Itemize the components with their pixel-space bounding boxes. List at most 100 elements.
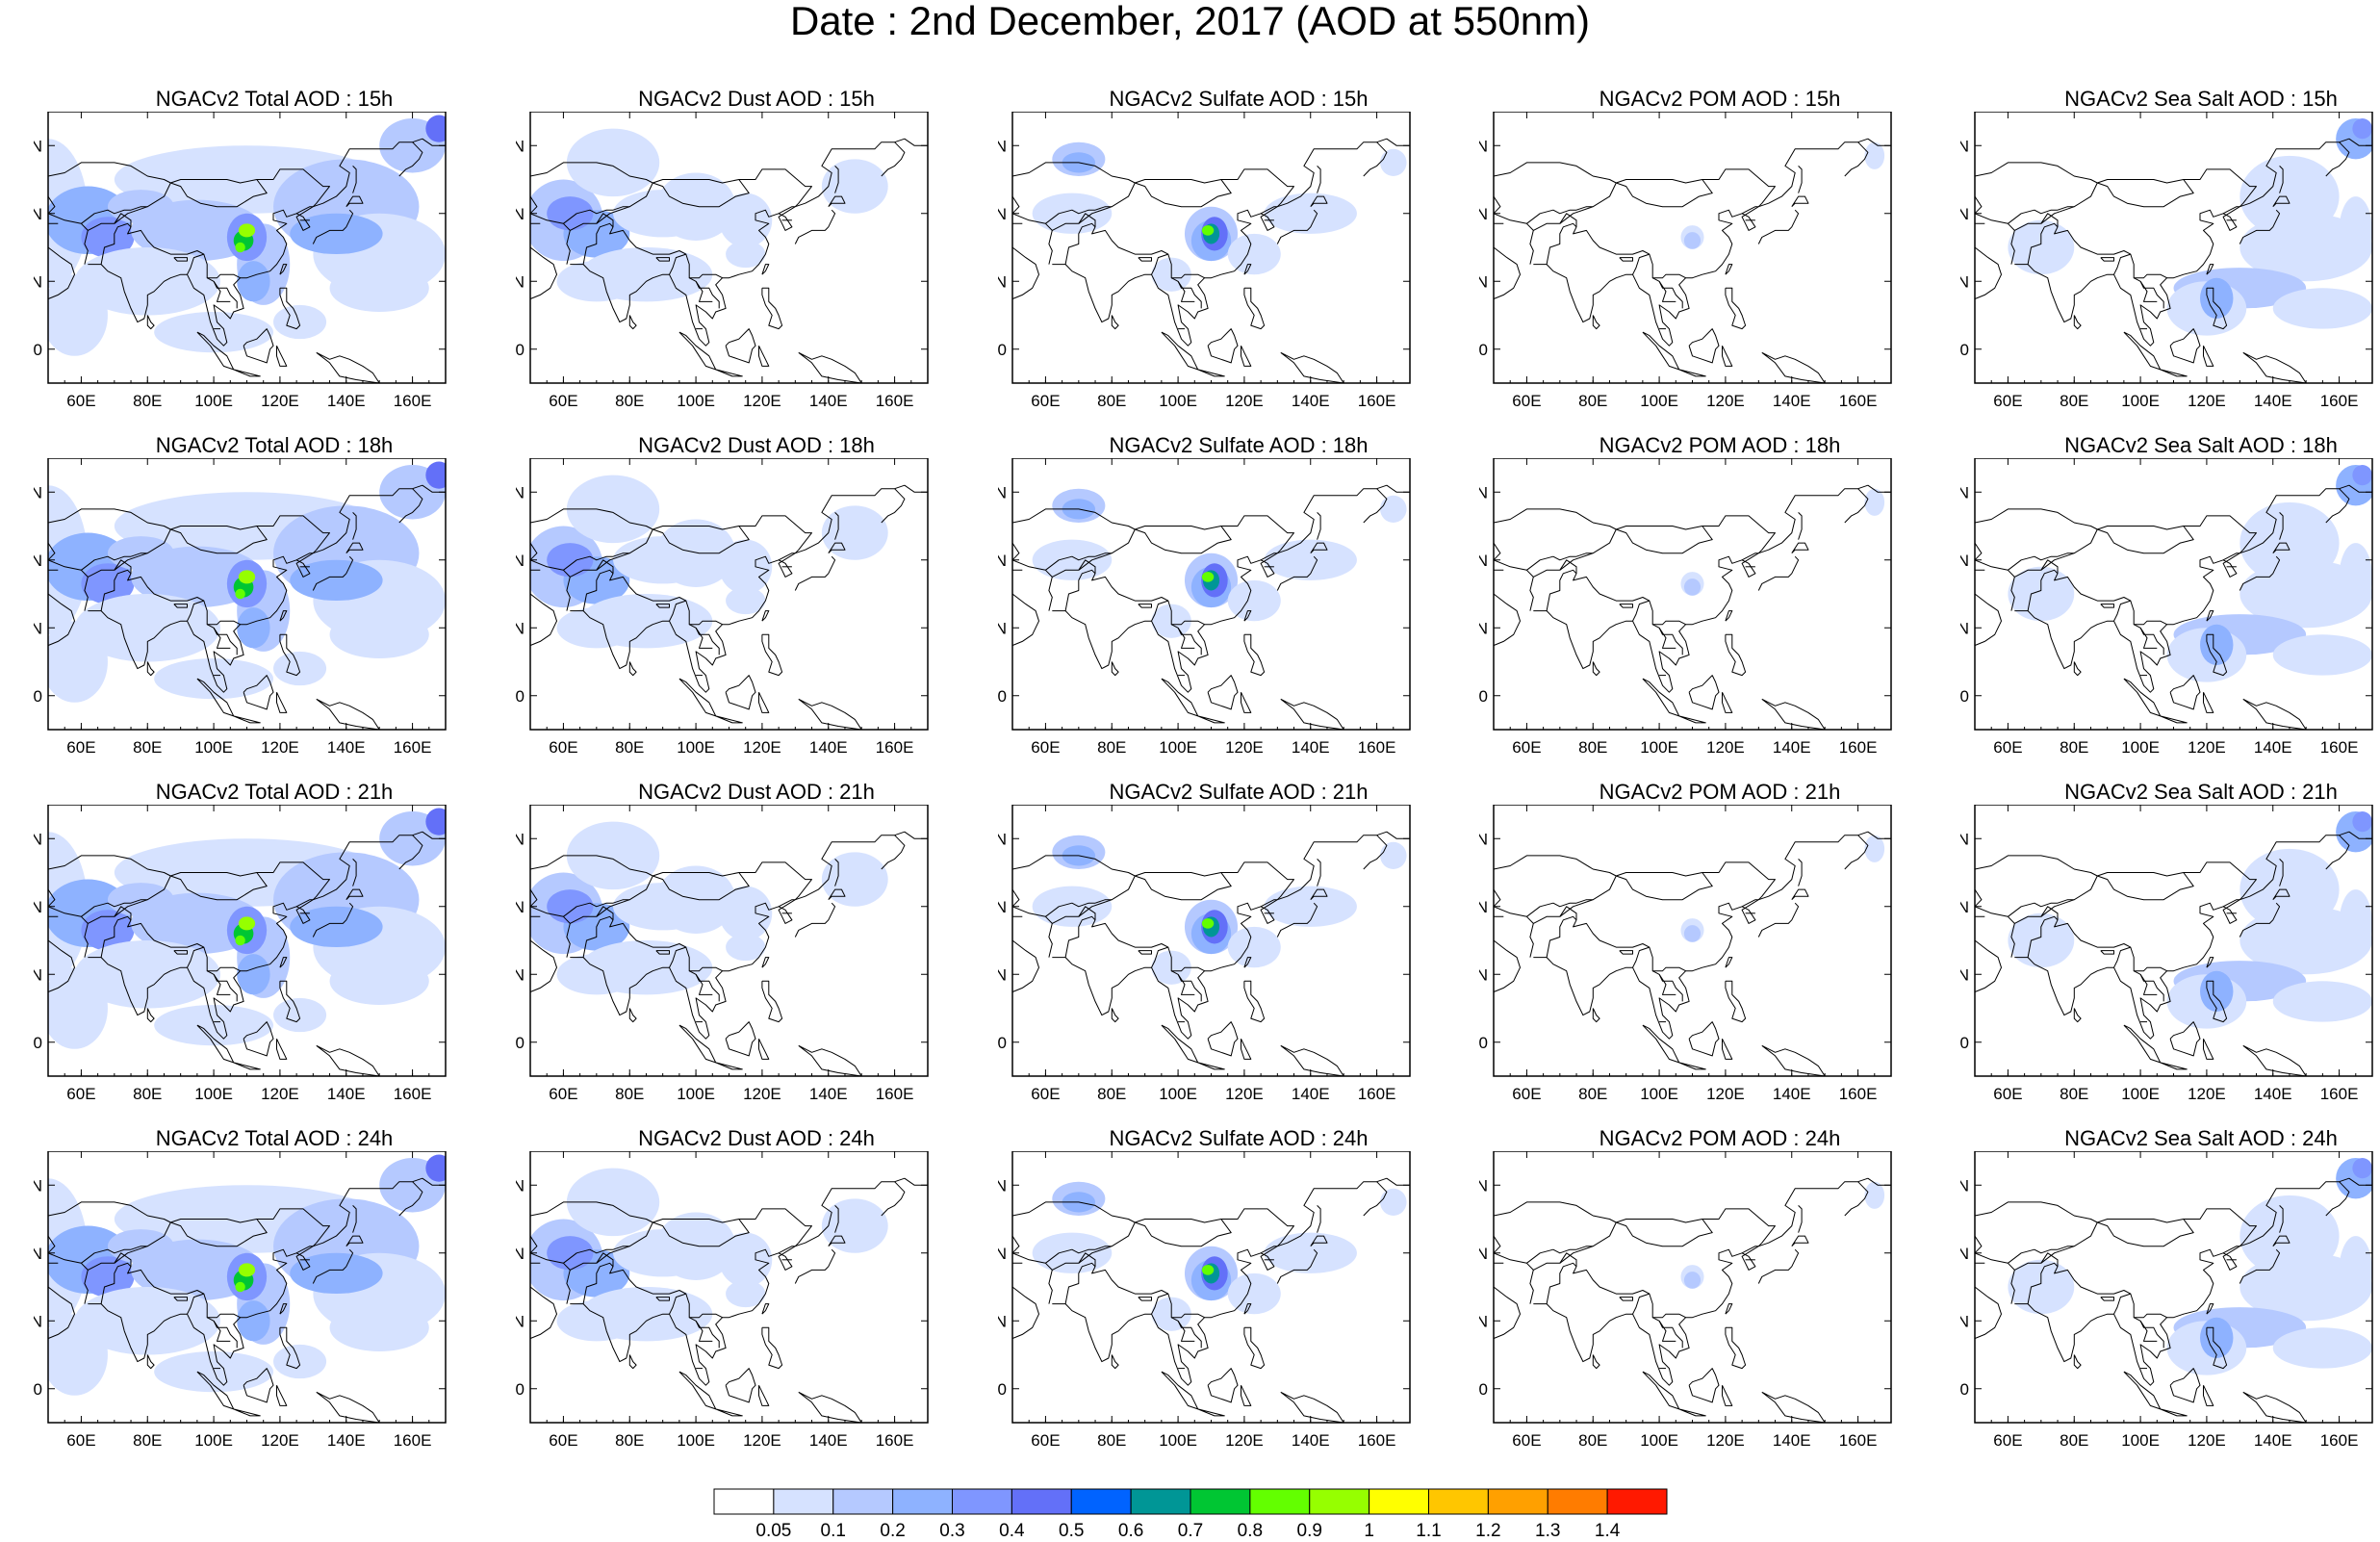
map-outline: [2239, 1248, 2281, 1284]
map-plot: 60E 80E 100E 120E 140E 160E 60N 40N 20N 0: [998, 458, 1411, 757]
map-outline: [2222, 1246, 2240, 1254]
lat-tick-label: 0: [516, 687, 525, 706]
lon-tick-label: 160E: [876, 392, 914, 410]
map-outline: [1975, 195, 1985, 224]
map-outline: [146, 315, 155, 330]
map-outline: [1678, 715, 1706, 724]
map-outline: [1592, 661, 1600, 677]
map-plot: 60E 80E 100E 120E 140E 160E 60N 40N 20N 0: [34, 1151, 447, 1450]
map-outline: [100, 1262, 132, 1304]
map-outline: [187, 600, 204, 622]
map-outline: [628, 1008, 637, 1023]
colorbar-label: 0.8: [1237, 1521, 1264, 1541]
map-outline: [173, 257, 188, 262]
aod-contour: [726, 240, 766, 269]
aod-contour: [726, 1279, 766, 1308]
map-outline: [1243, 957, 1252, 968]
lon-tick-label: 60E: [549, 392, 577, 410]
map-outline: [582, 569, 614, 611]
map-outline: [2272, 888, 2290, 901]
lat-tick-label: 40N: [1479, 1245, 1488, 1263]
lat-tick-label: 0: [1960, 1034, 1969, 1052]
map-outline: [196, 331, 235, 371]
map-outline: [2040, 1208, 2257, 1264]
aod-contour: [547, 196, 594, 231]
lon-tick-label: 120E: [1225, 1431, 1264, 1450]
map-outline: [2027, 569, 2059, 611]
lon-tick-label: 120E: [743, 392, 781, 410]
panel-title: NGACv2 Sea Salt AOD : 18h: [2064, 433, 2338, 457]
map-outline: [715, 1062, 743, 1070]
aod-contour: [1864, 488, 1885, 516]
lon-tick-label: 140E: [327, 738, 366, 757]
map-outline: [2014, 484, 2372, 693]
map-outline: [114, 1208, 330, 1264]
lat-tick-label: 60N: [1960, 830, 1969, 848]
map-outline: [170, 179, 268, 208]
map-outline: [114, 168, 330, 224]
aod-contour: [1201, 225, 1215, 236]
aod-field: [530, 128, 888, 302]
colorbar-label: 1: [1364, 1521, 1374, 1541]
aod-field: [1680, 141, 1885, 249]
panel-title: NGACv2 Dust AOD : 21h: [638, 780, 875, 804]
aod-contour: [2272, 981, 2372, 1022]
map-outline: [2160, 715, 2188, 724]
coastlines: [1494, 831, 1891, 1076]
map-outline: [1533, 138, 1891, 347]
aod-contour: [2008, 1259, 2075, 1315]
lon-tick-label: 100E: [194, 392, 233, 410]
map-outline: [48, 542, 59, 571]
map-outline: [1844, 835, 1869, 870]
map-outline: [1197, 1062, 1225, 1070]
map-outline: [312, 1248, 354, 1284]
lon-tick-label: 100E: [2121, 1431, 2160, 1450]
map-outline: [1170, 970, 1202, 1002]
lon-tick-label: 100E: [194, 1085, 233, 1103]
panel-title: NGACv2 Sulfate AOD : 18h: [1109, 433, 1369, 457]
map-outline: [1078, 861, 1294, 917]
map-outline: [196, 1024, 235, 1064]
coastlines: [530, 1177, 928, 1423]
map-outline: [1533, 559, 1686, 626]
map-outline: [2222, 206, 2240, 215]
map-outline: [88, 906, 241, 972]
map-outline: [570, 906, 723, 972]
map-plot: 60E 80E 100E 120E 140E 160E 60N 40N 20N 0: [998, 1151, 1411, 1450]
map-outline: [1642, 331, 1680, 371]
map-outline: [114, 861, 330, 917]
map-outline: [1761, 1391, 1826, 1423]
aod-contour: [719, 886, 773, 940]
lat-tick-label: 40N: [1960, 552, 1969, 570]
aod-field: [48, 808, 446, 1049]
map-outline: [881, 488, 906, 524]
lat-tick-label: 20N: [34, 272, 42, 291]
map-panel: NGACv2 Sulfate AOD : 18h 60E 80E 100E 120E 14…: [998, 433, 1479, 799]
map-outline: [2206, 1303, 2214, 1315]
map-outline: [653, 179, 750, 208]
map-outline: [1619, 257, 1633, 262]
lat-tick-label: 20N: [1960, 272, 1969, 291]
map-outline: [170, 1219, 268, 1247]
map-outline: [295, 553, 314, 561]
lon-tick-label: 100E: [1640, 738, 1678, 757]
map-outline: [530, 162, 653, 184]
aod-contour: [547, 1236, 594, 1271]
map-outline: [1798, 512, 1803, 540]
map-outline: [1533, 213, 1686, 279]
aod-contour: [2008, 566, 2075, 622]
map-outline: [2206, 957, 2214, 968]
lon-tick-label: 100E: [1159, 392, 1197, 410]
map-panel: NGACv2 Sulfate AOD : 15h 60E 80E 100E 120E 14…: [998, 87, 1479, 452]
map-outline: [1619, 950, 1633, 955]
coastlines: [1494, 138, 1891, 383]
map-outline: [1177, 628, 1195, 649]
map-outline: [2008, 553, 2075, 571]
map-outline: [1494, 1201, 1617, 1223]
lon-tick-label: 140E: [1292, 392, 1330, 410]
colorbar-label: 1.3: [1535, 1521, 1561, 1541]
map-outline: [2008, 206, 2075, 224]
map-outline: [1526, 206, 1594, 224]
map-outline: [2123, 1024, 2162, 1064]
map-outline: [1494, 559, 1534, 611]
